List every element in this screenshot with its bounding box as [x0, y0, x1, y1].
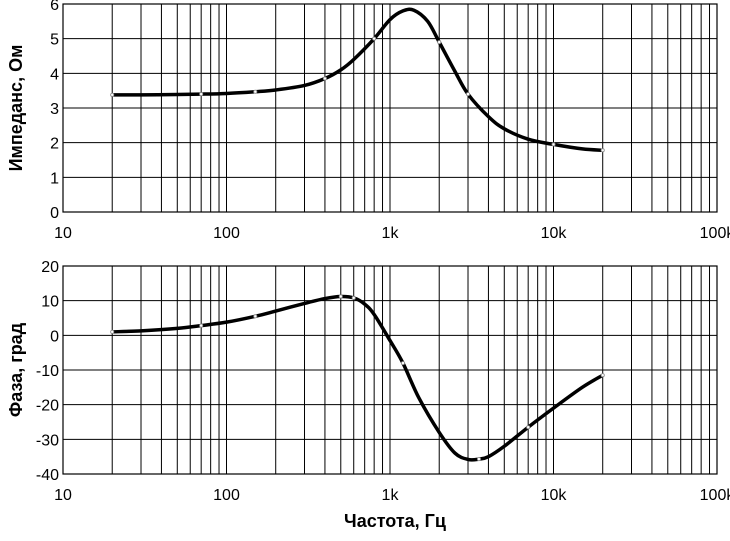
- data-point: [253, 314, 258, 319]
- y-tick-label: -20: [36, 398, 59, 415]
- data-point: [437, 40, 442, 45]
- data-point: [466, 92, 471, 97]
- data-point: [351, 295, 356, 300]
- y-tick-label: 20: [41, 259, 59, 276]
- y-tick-label: 4: [50, 66, 59, 83]
- data-point: [551, 142, 556, 147]
- x-tick-label: 100k: [700, 487, 730, 504]
- data-point: [110, 329, 115, 334]
- data-point: [253, 89, 258, 94]
- x-tick-label: 1k: [382, 225, 400, 242]
- x-tick-label: 10: [54, 225, 72, 242]
- data-point: [600, 148, 605, 153]
- y-tick-label: 0: [50, 328, 59, 345]
- data-point: [526, 425, 531, 430]
- y-tick-label: 3: [50, 101, 59, 118]
- data-point: [400, 361, 405, 366]
- plot-frame: [62, 265, 718, 475]
- plot-frame: [62, 3, 718, 213]
- y-tick-label: 6: [50, 0, 59, 14]
- data-point: [110, 92, 115, 97]
- y-tick-label: 10: [41, 294, 59, 311]
- data-point: [199, 323, 204, 328]
- x-tick-label: 100: [213, 225, 240, 242]
- data-point: [600, 373, 605, 378]
- y-axis-title: Фаза, град: [6, 322, 26, 417]
- x-axis-title: Частота, Гц: [344, 511, 446, 531]
- y-tick-label: 0: [50, 205, 59, 222]
- x-tick-label: 10: [54, 487, 72, 504]
- series-line: [110, 294, 605, 462]
- x-tick-label: 100: [213, 487, 240, 504]
- y-axis-title: Импеданс, Ом: [6, 45, 26, 172]
- y-tick-label: -40: [36, 467, 59, 484]
- x-tick-label: 10k: [541, 225, 568, 242]
- y-tick-label: -30: [36, 432, 59, 449]
- x-tick-label: 10k: [541, 487, 568, 504]
- data-point: [338, 294, 343, 299]
- x-tick-label: 100k: [700, 225, 730, 242]
- y-tick-label: 5: [50, 32, 59, 49]
- data-point: [322, 76, 327, 81]
- y-tick-label: -10: [36, 363, 59, 380]
- data-point: [476, 457, 481, 462]
- series-line: [110, 7, 605, 153]
- y-tick-label: 1: [50, 170, 59, 187]
- y-tick-label: 2: [50, 136, 59, 153]
- data-point: [372, 36, 377, 41]
- data-point: [199, 92, 204, 97]
- x-tick-label: 1k: [382, 487, 400, 504]
